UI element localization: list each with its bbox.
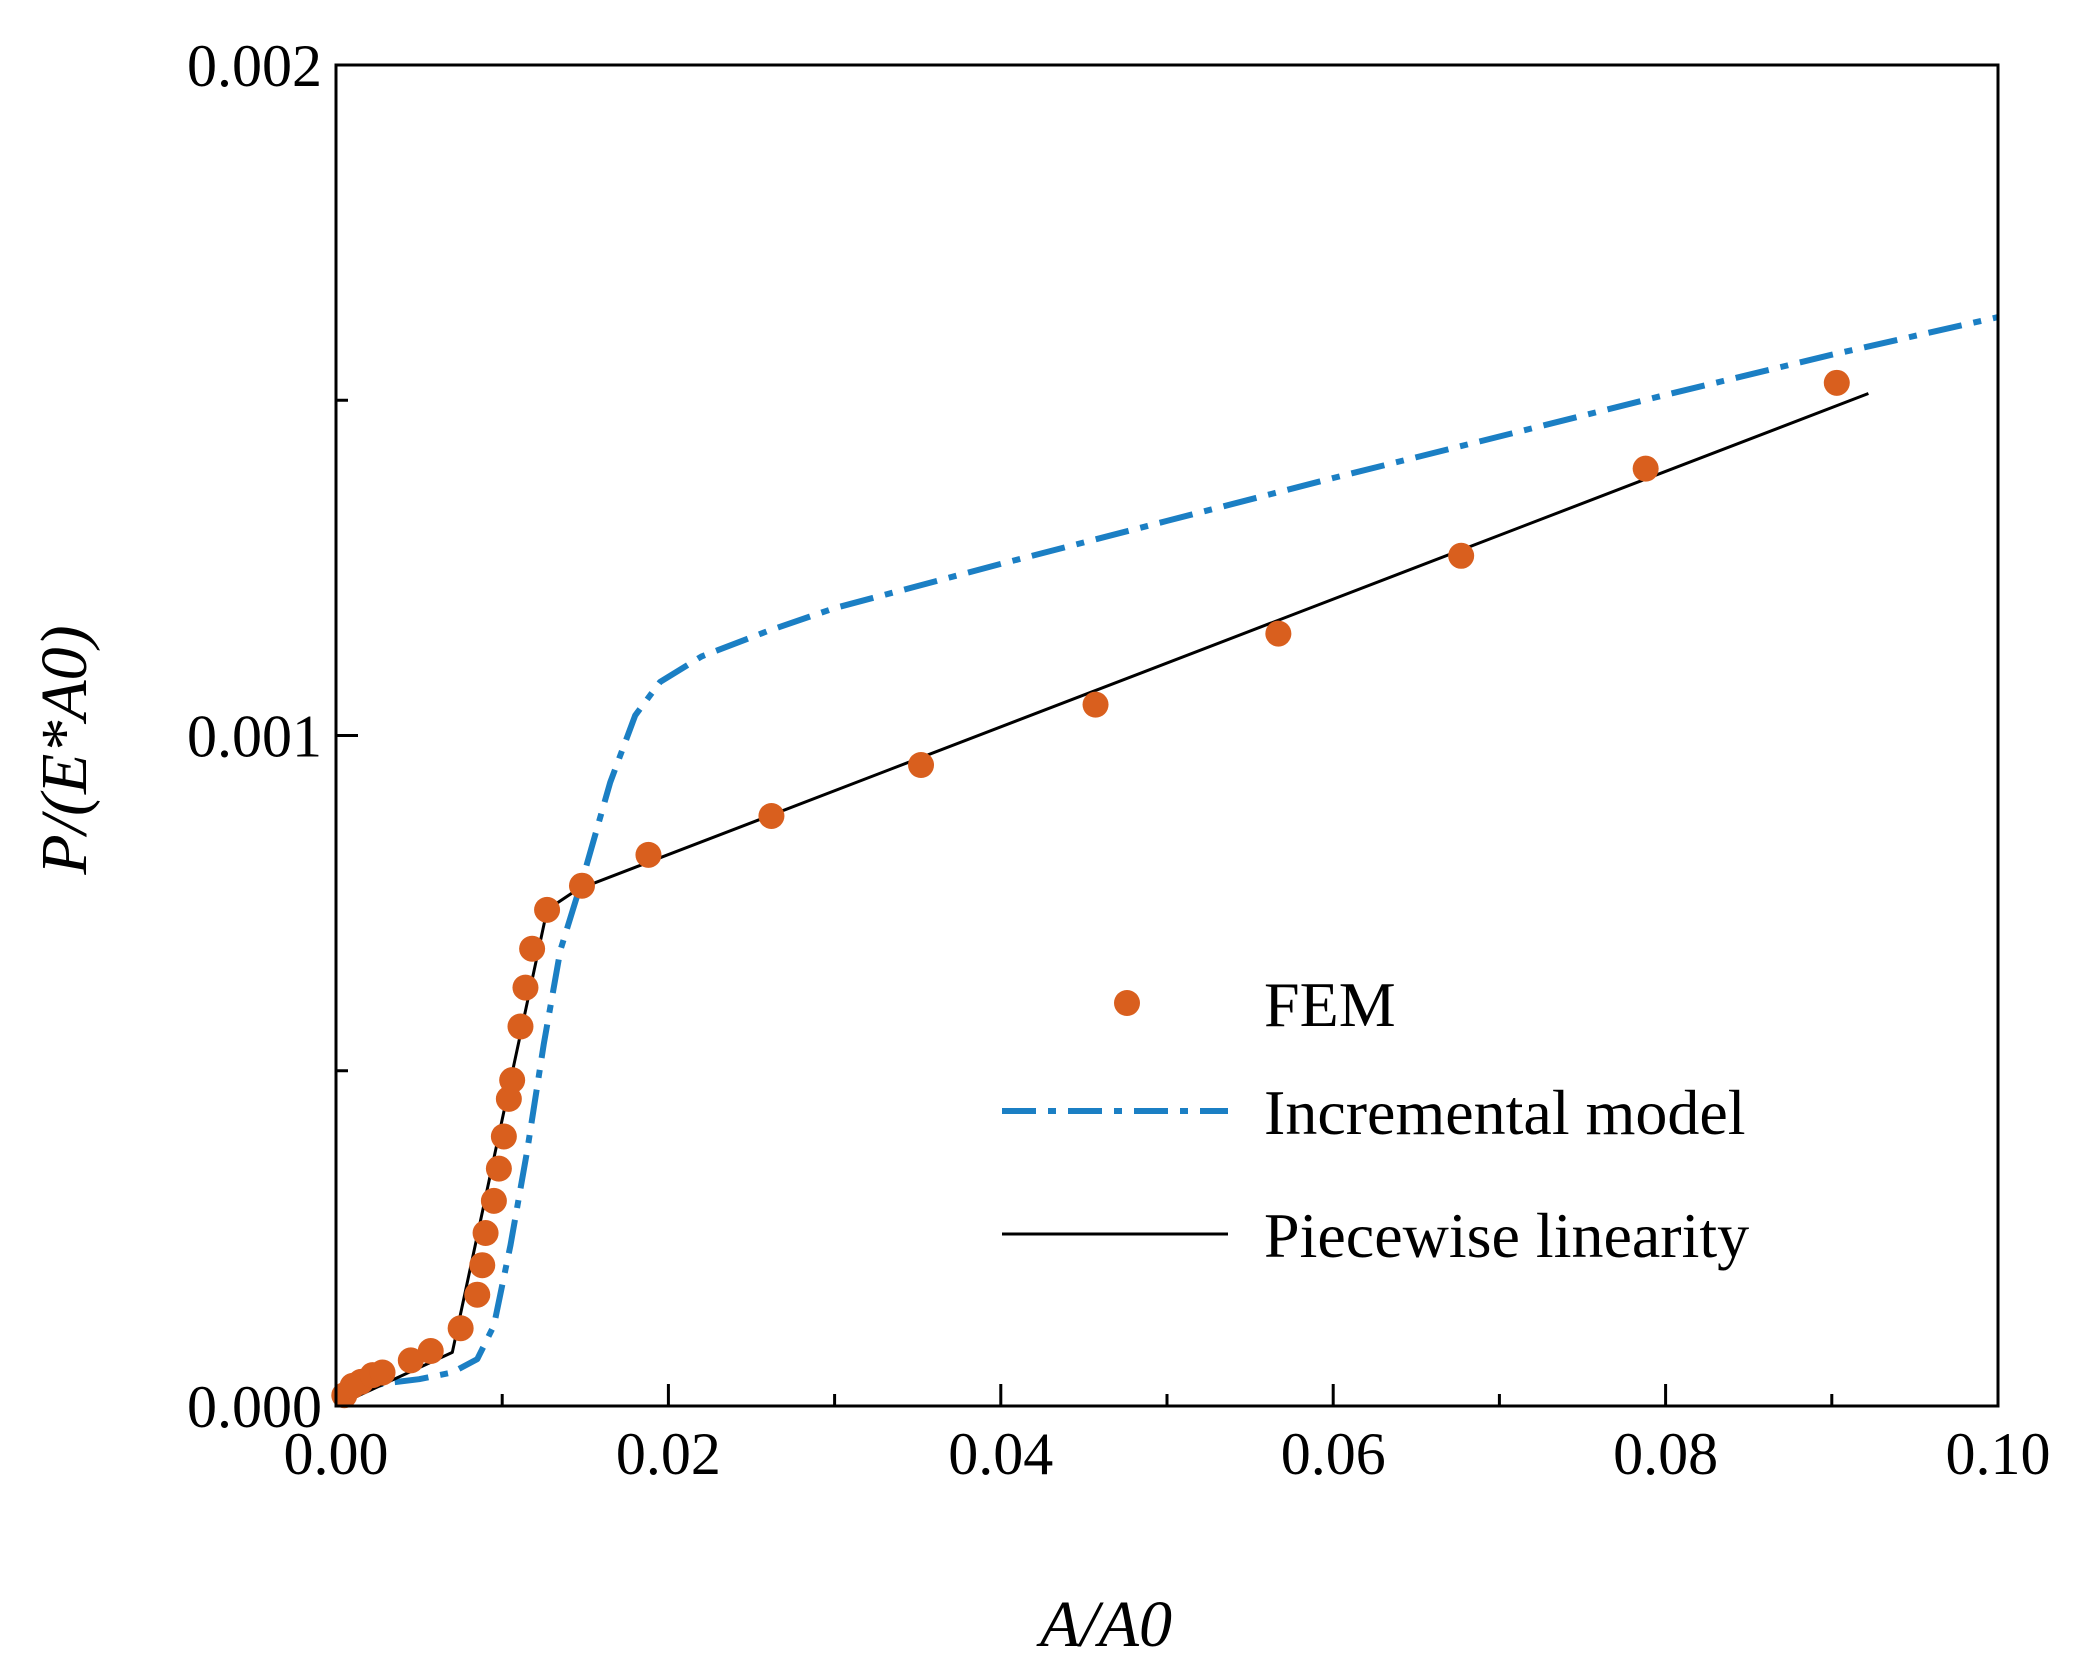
x-tick-label: 0.02 — [616, 1421, 721, 1487]
axes-layer — [334, 63, 2000, 1408]
incremental-model-line — [336, 314, 1998, 1406]
fem-data-point — [485, 1155, 512, 1182]
fem-data-point — [1823, 369, 1850, 396]
fem-data-point — [534, 896, 561, 923]
fem-data-point — [499, 1067, 526, 1094]
fem-data-point — [512, 974, 539, 1001]
fem-data-point — [568, 872, 595, 899]
fem-data-point — [758, 802, 785, 829]
fem-data-point — [397, 1347, 424, 1374]
legend-fem-label: FEM — [1264, 969, 1396, 1040]
fem-data-point — [464, 1281, 491, 1308]
fem-data-point — [1632, 455, 1659, 482]
fem-data-point — [1082, 691, 1109, 718]
x-tick-label: 0.10 — [1946, 1421, 2051, 1487]
fem-data-point — [480, 1187, 507, 1214]
tick-labels: 0.00 0.02 0.04 0.06 0.08 0.10 0.000 0.001 0.002 — [187, 33, 2051, 1487]
fem-data-point — [635, 841, 662, 868]
fem-data-point — [447, 1315, 474, 1342]
legend-piecewise-label: Piecewise linearity — [1264, 1200, 1749, 1271]
fem-data-point — [369, 1359, 396, 1386]
legend-fem-marker — [1114, 990, 1140, 1016]
fem-data-point — [519, 935, 546, 962]
y-tick-label: 0.002 — [187, 33, 322, 99]
x-axis-title: A/A0 — [1036, 1588, 1172, 1659]
legend-incremental-label: Incremental model — [1264, 1077, 1746, 1148]
x-tick-label: 0.04 — [948, 1421, 1053, 1487]
x-tick-label: 0.08 — [1613, 1421, 1718, 1487]
fem-data-point — [490, 1123, 517, 1150]
fem-data-point — [469, 1252, 496, 1279]
y-tick-label: 0.000 — [187, 1374, 322, 1440]
series-layer — [331, 314, 1998, 1409]
fem-data-point — [1265, 620, 1292, 647]
y-axis-title: P/(E*A0) — [28, 625, 101, 875]
fem-data-point — [1448, 542, 1475, 569]
y-tick-label: 0.001 — [187, 704, 322, 770]
fem-data-point — [472, 1220, 499, 1247]
fem-data-point — [908, 752, 935, 779]
fem-data-point — [507, 1013, 534, 1040]
fem-data-point — [417, 1338, 444, 1365]
x-tick-label: 0.06 — [1281, 1421, 1386, 1487]
legend: FEM Incremental model Piecewise linearit… — [1002, 969, 1749, 1271]
x-tick-label: 0.00 — [284, 1421, 389, 1487]
